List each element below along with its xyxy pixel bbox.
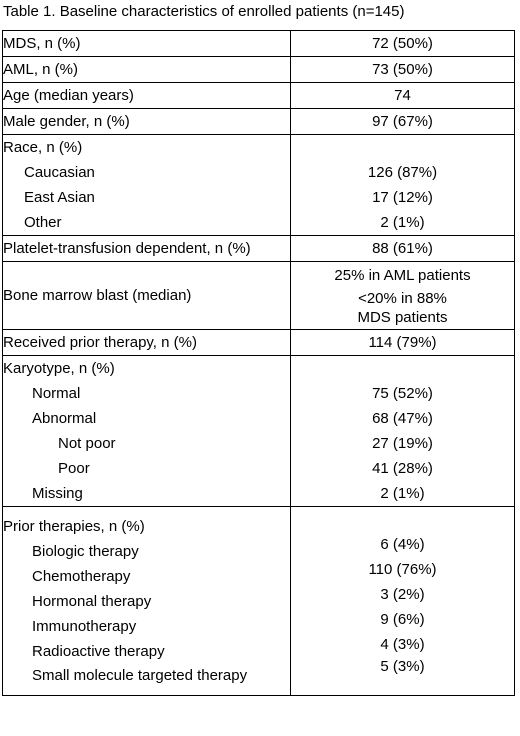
row-value: 73 (50%) (290, 56, 515, 83)
sub-value: 75 (52%) (372, 385, 433, 402)
sub-label: Biologic therapy (32, 543, 139, 560)
sub-label: Hormonal therapy (32, 593, 152, 610)
sub-label: East Asian (24, 189, 95, 206)
sub-value: 4 (3%) (380, 636, 425, 653)
row-label: Bone marrow blast (median) (2, 261, 291, 330)
sub-label: Immunotherapy (32, 618, 137, 635)
sub-value: 17 (12%) (372, 189, 433, 206)
table-caption: Table 1. Baseline characteristics of enr… (3, 3, 405, 20)
row-label: Age (median years) (2, 82, 291, 109)
table-row: Bone marrow blast (median) 25% in AML pa… (2, 261, 515, 330)
row-label: Male gender, n (%) (2, 108, 291, 135)
sub-value: 6 (4%) (380, 536, 425, 553)
sub-label: Normal (32, 385, 81, 402)
sub-value: 2 (1%) (380, 214, 425, 231)
table-row: Platelet-transfusion dependent, n (%) 88… (2, 235, 515, 262)
sub-value: 3 (2%) (380, 586, 425, 603)
row-value: 25% in AML patients <20% in 88% MDS pati… (290, 261, 515, 330)
row-label: MDS, n (%) (2, 30, 291, 57)
sub-value: <20% in 88% MDS patients (357, 290, 448, 326)
table-row: MDS, n (%) 72 (50%) (2, 30, 515, 57)
table-row: Race, n (%) Caucasian East Asian Other 1… (2, 134, 515, 236)
sub-label: Poor (58, 460, 90, 477)
row-value: 126 (87%) 17 (12%) 2 (1%) (290, 134, 515, 236)
sub-label: Other (24, 214, 62, 231)
row-value: 6 (4%) 110 (76%) 3 (2%) 9 (6%) 4 (3%) 5 … (290, 506, 515, 696)
row-label: Received prior therapy, n (%) (2, 329, 291, 356)
row-value: 88 (61%) (290, 235, 515, 262)
table-row: Male gender, n (%) 97 (67%) (2, 108, 515, 135)
sub-value: 110 (76%) (368, 561, 437, 578)
sub-label: Chemotherapy (32, 568, 131, 585)
sub-label: Missing (32, 485, 83, 502)
row-label: Race, n (%) Caucasian East Asian Other (2, 134, 291, 236)
table-row: Received prior therapy, n (%) 114 (79%) (2, 329, 515, 356)
table-row: AML, n (%) 73 (50%) (2, 56, 515, 83)
sub-label: Small molecule targeted therapy (32, 667, 248, 684)
group-heading: Karyotype, n (%) (3, 360, 115, 377)
sub-value: 68 (47%) (372, 410, 433, 427)
sub-label: Not poor (58, 435, 116, 452)
sub-value: 9 (6%) (380, 611, 425, 628)
sub-value: 2 (1%) (380, 485, 425, 502)
row-label: Platelet-transfusion dependent, n (%) (2, 235, 291, 262)
row-value: 97 (67%) (290, 108, 515, 135)
row-label: AML, n (%) (2, 56, 291, 83)
group-heading: Race, n (%) (3, 139, 83, 156)
row-value: 114 (79%) (290, 329, 515, 356)
sub-value: 27 (19%) (372, 435, 433, 452)
row-value: 72 (50%) (290, 30, 515, 57)
row-label: Prior therapies, n (%) Biologic therapy … (2, 506, 291, 696)
sub-value: 25% in AML patients (334, 267, 471, 284)
sub-label: Caucasian (24, 164, 95, 181)
sub-value: 41 (28%) (372, 460, 433, 477)
group-heading: Prior therapies, n (%) (3, 518, 145, 535)
row-value: 75 (52%) 68 (47%) 27 (19%) 41 (28%) 2 (1… (290, 355, 515, 507)
table-row: Karyotype, n (%) Normal Abnormal Not poo… (2, 355, 515, 507)
sub-value: 5 (3%) (380, 658, 425, 675)
sub-label: Abnormal (32, 410, 97, 427)
sub-label: Radioactive therapy (32, 643, 165, 660)
row-label: Karyotype, n (%) Normal Abnormal Not poo… (2, 355, 291, 507)
sub-value: 126 (87%) (367, 164, 438, 181)
baseline-characteristics-table: MDS, n (%) 72 (50%) AML, n (%) 73 (50%) … (2, 30, 515, 696)
row-value: 74 (290, 82, 515, 109)
table-row: Age (median years) 74 (2, 82, 515, 109)
table-row: Prior therapies, n (%) Biologic therapy … (2, 506, 515, 696)
